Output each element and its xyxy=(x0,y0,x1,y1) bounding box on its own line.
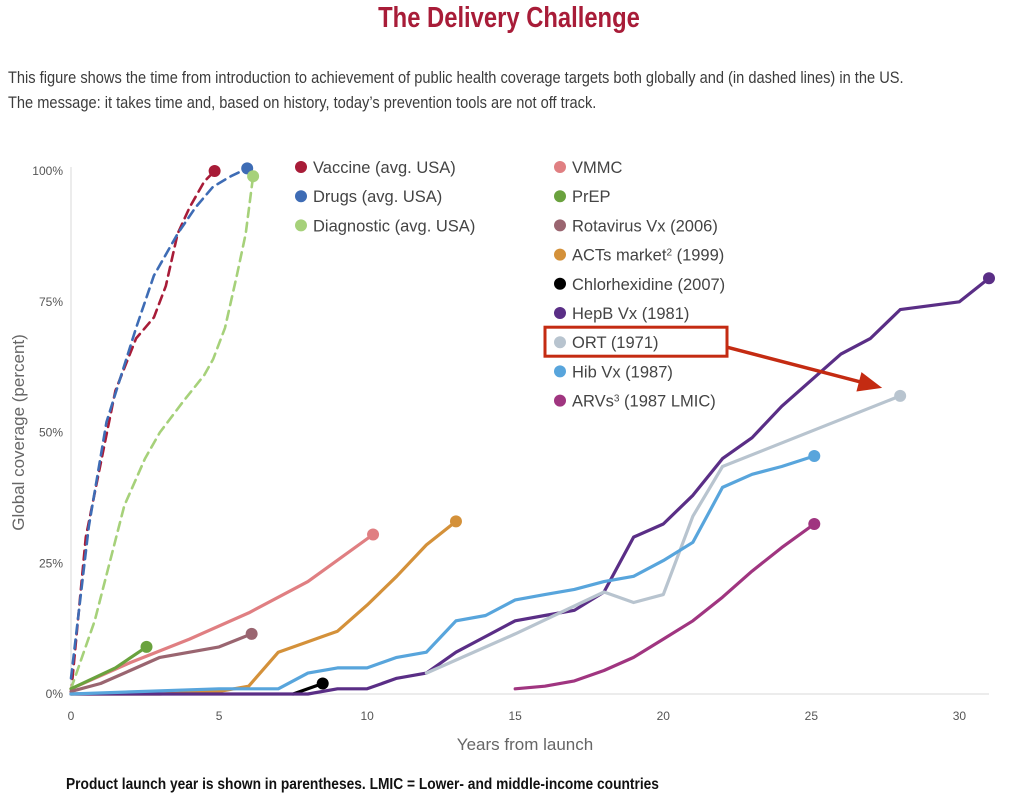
series-endpoint xyxy=(367,528,380,541)
page-title: The Delivery Challenge xyxy=(378,2,640,34)
legend-label: Hib Vx (1987) xyxy=(572,363,673,381)
series-line xyxy=(69,167,249,680)
legend-marker xyxy=(295,190,307,203)
series-line xyxy=(69,532,375,691)
legend-label: PrEP xyxy=(572,188,611,206)
x-tick-label: 30 xyxy=(953,709,967,723)
y-tick-label: 25% xyxy=(39,556,63,570)
legend: Vaccine (avg. USA) Drugs (avg. USA) Diagno… xyxy=(295,159,725,411)
legend-marker xyxy=(554,307,566,319)
x-axis-label: Years from launch xyxy=(457,735,593,754)
series-endpoint xyxy=(245,627,258,640)
legend-label: ACTs market2 (1999) xyxy=(572,247,724,265)
y-tick-label: 50% xyxy=(39,426,63,440)
series-endpoint xyxy=(449,515,462,528)
legend-marker xyxy=(554,365,566,378)
series-line xyxy=(69,174,255,691)
legend-label: HepB Vx (1981) xyxy=(572,305,689,323)
legend-label: Chlorhexidine (2007) xyxy=(572,276,725,294)
highlight-arrow-head xyxy=(856,372,883,392)
subtitle-line-2: The message: it takes time and, based on… xyxy=(8,93,597,112)
x-tick-label: 25 xyxy=(805,709,819,723)
legend-marker xyxy=(554,277,566,290)
legend-marker xyxy=(554,219,566,232)
x-tick-label: 5 xyxy=(216,709,223,723)
series-endpoint xyxy=(140,640,153,653)
x-tick-label: 20 xyxy=(657,709,671,723)
subtitle-line-1: This figure shows the time from introduc… xyxy=(8,68,904,87)
series-line xyxy=(69,169,216,696)
series-line xyxy=(69,632,254,693)
series-line xyxy=(69,645,149,691)
ort-highlight-annotation xyxy=(543,325,883,392)
y-tick-label: 100% xyxy=(32,164,63,178)
y-tick-label: 0% xyxy=(46,687,64,701)
legend-marker xyxy=(554,248,566,261)
legend-marker xyxy=(554,190,566,203)
legend-marker xyxy=(554,336,566,349)
series-line xyxy=(513,522,816,691)
series-endpoint xyxy=(247,170,260,183)
legend-label: VMMC xyxy=(572,159,622,177)
series-endpoint xyxy=(894,389,907,402)
x-tick-label: 0 xyxy=(68,709,75,723)
legend-label: Drugs (avg. USA) xyxy=(313,188,442,206)
highlight-box xyxy=(543,325,729,358)
x-tick-label: 10 xyxy=(360,709,374,723)
series-line xyxy=(69,276,991,696)
series-line xyxy=(69,519,458,696)
y-tick-label: 75% xyxy=(39,295,63,309)
series-line xyxy=(69,454,816,696)
series-endpoint xyxy=(808,450,821,463)
legend-marker xyxy=(554,161,566,173)
legend-label: Vaccine (avg. USA) xyxy=(313,159,456,177)
series-line xyxy=(424,394,902,675)
x-tick-label: 15 xyxy=(509,709,523,723)
footnote: Product launch year is shown in parenthe… xyxy=(66,776,659,793)
highlight-arrow-line xyxy=(726,345,865,385)
legend-marker xyxy=(295,161,307,173)
y-axis-label: Global coverage (percent) xyxy=(9,334,28,531)
legend-label: Rotavirus Vx (2006) xyxy=(572,217,718,235)
series-endpoint xyxy=(983,272,995,285)
legend-label: Diagnostic (avg. USA) xyxy=(313,217,475,235)
axes: 0 5 10 15 20 25 30 0% 25% 50% 75% 100% Years from la… xyxy=(9,164,989,754)
series-endpoint xyxy=(208,165,221,177)
series-endpoint xyxy=(808,518,821,531)
legend-marker xyxy=(295,219,307,232)
legend-label: ARVs3 (1987 LMIC) xyxy=(572,393,716,411)
series-lines xyxy=(69,162,995,696)
series-endpoint xyxy=(316,677,329,690)
legend-marker xyxy=(554,394,566,407)
legend-label: ORT (1971) xyxy=(572,334,659,352)
